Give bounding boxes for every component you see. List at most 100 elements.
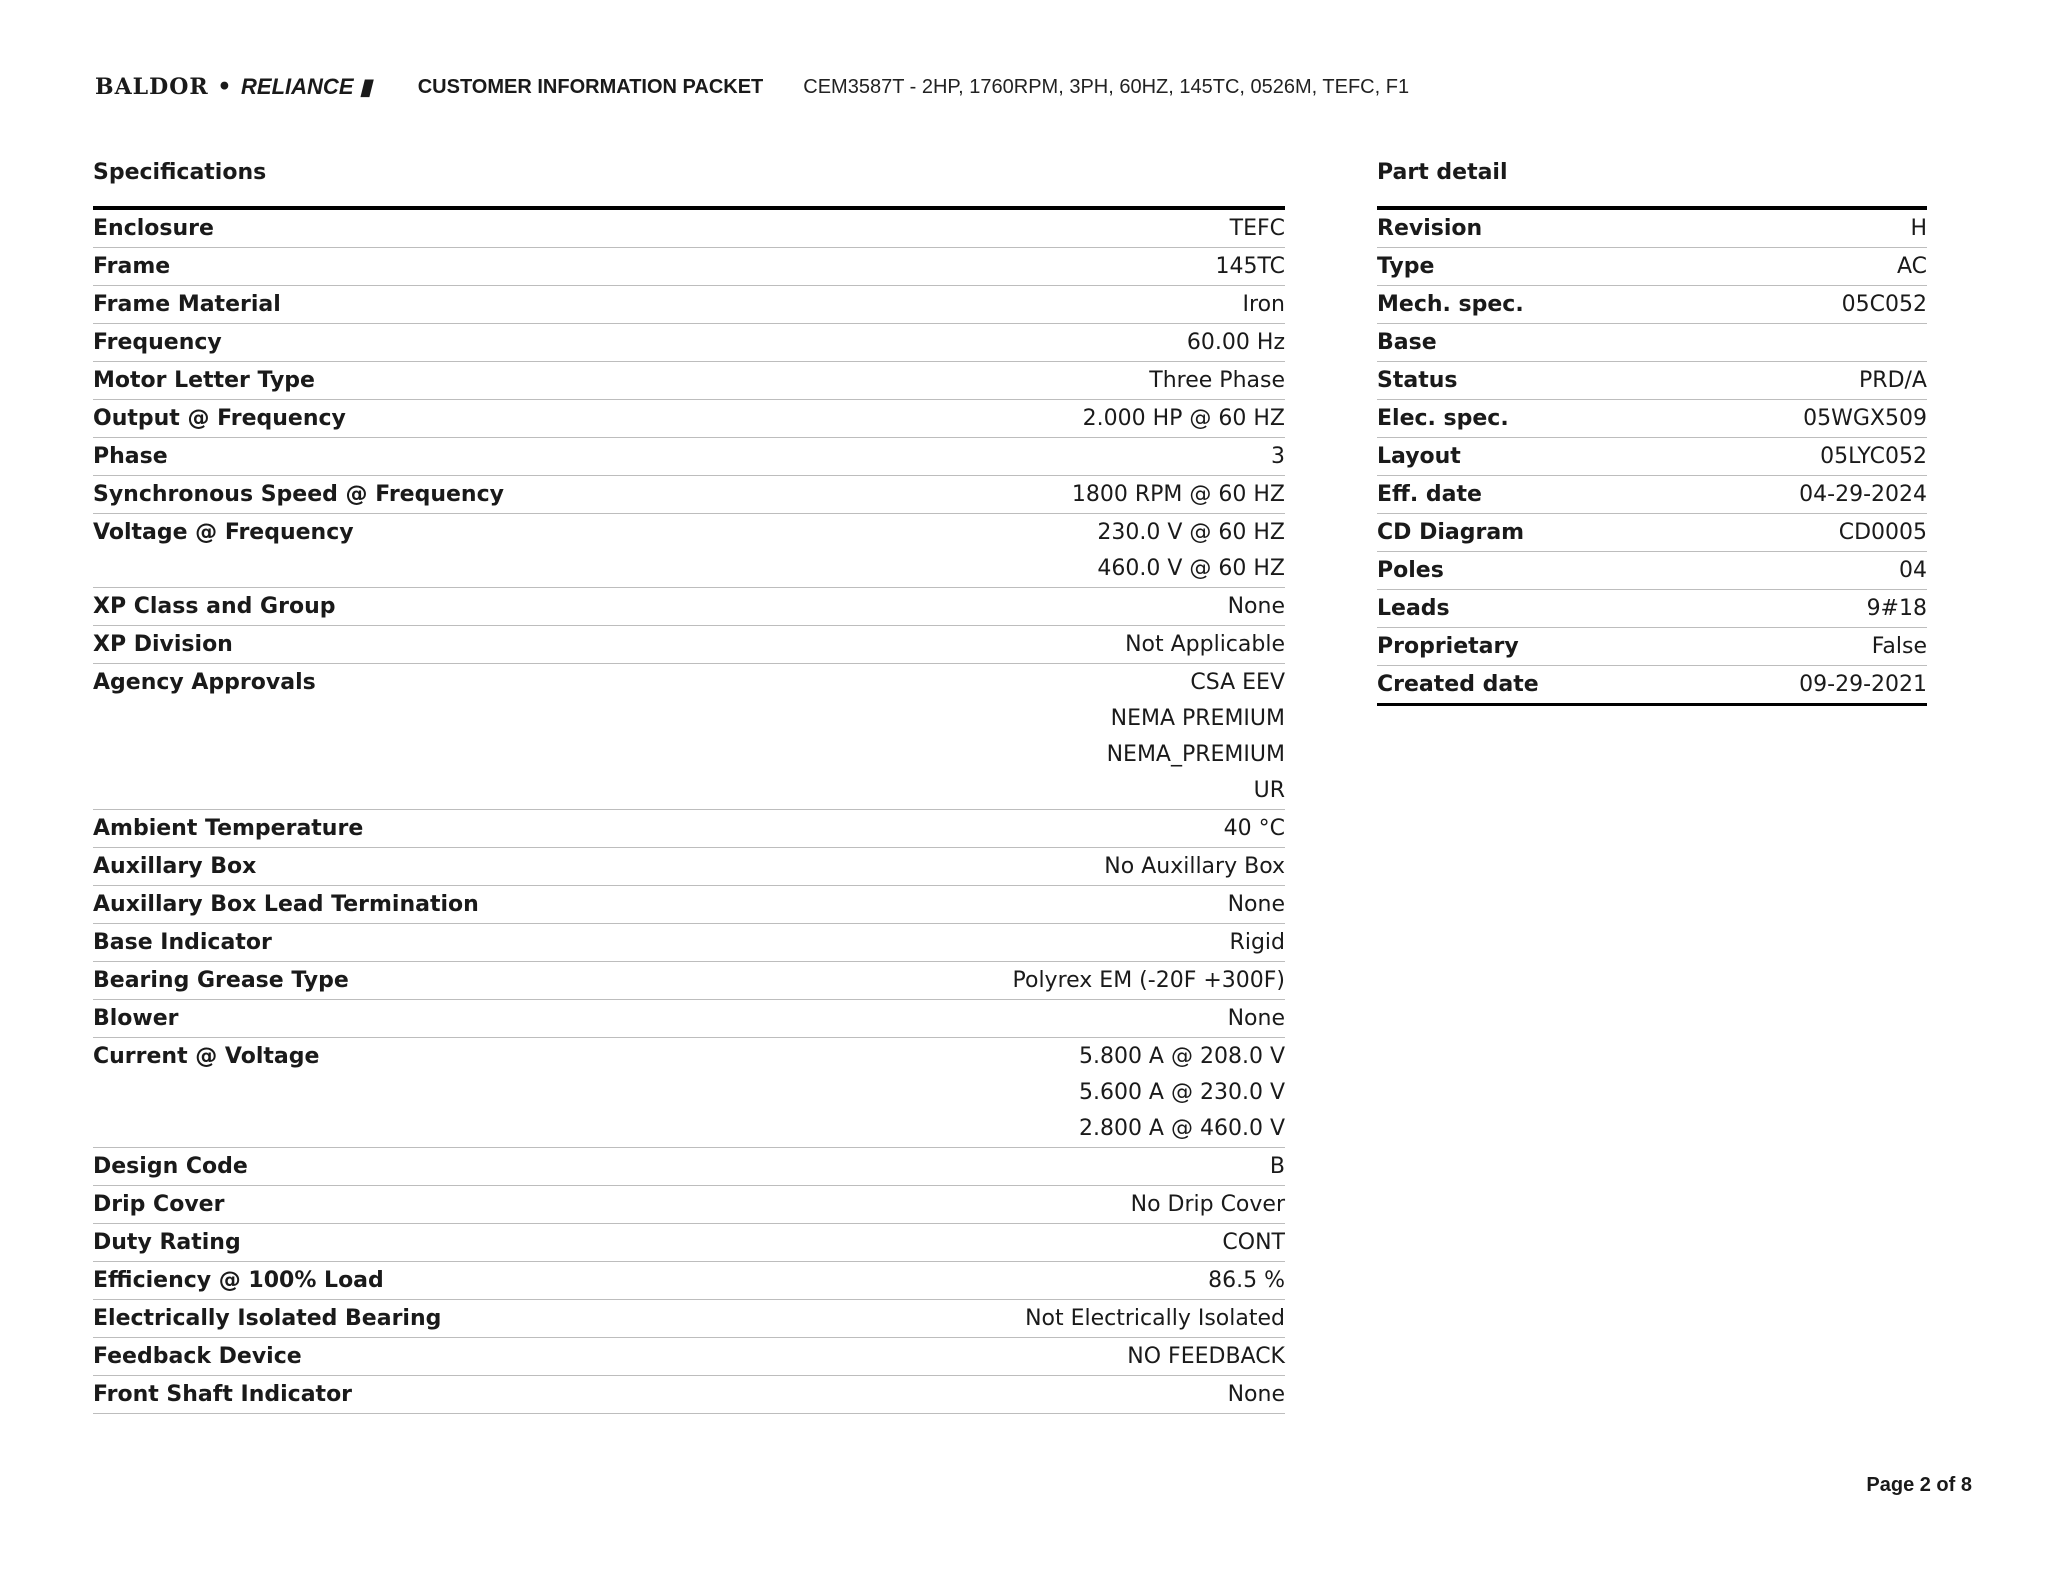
table-row: Synchronous Speed @ Frequency 1800 RPM @ … xyxy=(93,476,1285,514)
row-label: Poles xyxy=(1377,558,1444,583)
row-values: 3 xyxy=(1271,439,1285,475)
table-row: Enclosure TEFC xyxy=(93,210,1285,248)
row-value: 04-29-2024 xyxy=(1799,482,1927,507)
table-row: Ambient Temperature 40 °C xyxy=(93,810,1285,848)
table-row: Proprietary False xyxy=(1377,628,1927,666)
table-row: Voltage @ Frequency 230.0 V @ 60 HZ 460.0 … xyxy=(93,514,1285,588)
row-label: Proprietary xyxy=(1377,634,1519,659)
part-detail-section: Part detail Revision H Type AC Mech. spec. 05… xyxy=(1377,158,1927,706)
row-value: 145TC xyxy=(1215,254,1285,279)
row-label: Front Shaft Indicator xyxy=(93,1382,353,1407)
table-row: Created date 09-29-2021 xyxy=(1377,666,1927,703)
row-label: Ambient Temperature xyxy=(93,816,364,841)
table-row: Mech. spec. 05C052 xyxy=(1377,286,1927,324)
row-value: False xyxy=(1871,634,1927,659)
row-value: CSA EEV xyxy=(1190,670,1285,695)
table-row: Auxillary Box Lead Termination None xyxy=(93,886,1285,924)
table-row: Frame 145TC xyxy=(93,248,1285,286)
row-value: Not Applicable xyxy=(1125,632,1285,657)
row-values: Three Phase xyxy=(1149,363,1285,399)
row-value: 230.0 V @ 60 HZ xyxy=(1097,520,1285,545)
row-values: None xyxy=(1228,887,1285,923)
row-label: Eff. date xyxy=(1377,482,1482,507)
row-label: XP Class and Group xyxy=(93,594,336,619)
part-detail-title: Part detail xyxy=(1377,160,1508,185)
row-label: Design Code xyxy=(93,1154,248,1179)
row-label: Auxillary Box xyxy=(93,854,257,879)
row-values: No Drip Cover xyxy=(1131,1187,1285,1223)
row-value: 40 °C xyxy=(1223,816,1285,841)
table-row: Drip Cover No Drip Cover xyxy=(93,1186,1285,1224)
table-row: Base Indicator Rigid xyxy=(93,924,1285,962)
table-row: Motor Letter Type Three Phase xyxy=(93,362,1285,400)
table-row: Current @ Voltage 5.800 A @ 208.0 V 5.600 … xyxy=(93,1038,1285,1148)
table-row: Leads 9#18 xyxy=(1377,590,1927,628)
row-value: No Drip Cover xyxy=(1130,1192,1285,1217)
row-label: Bearing Grease Type xyxy=(93,968,349,993)
row-label: Agency Approvals xyxy=(93,670,316,695)
row-values: TEFC xyxy=(1230,211,1285,247)
row-label: Output @ Frequency xyxy=(93,406,346,431)
table-row: Bearing Grease Type Polyrex EM (-20F +300… xyxy=(93,962,1285,1000)
row-values: PRD/A xyxy=(1859,363,1927,399)
row-values: Not Electrically Isolated xyxy=(1025,1301,1285,1337)
row-value: None xyxy=(1227,594,1285,619)
row-label: Elec. spec. xyxy=(1377,406,1509,431)
row-values: 1800 RPM @ 60 HZ xyxy=(1072,477,1285,513)
row-values: 40 °C xyxy=(1224,811,1285,847)
row-label: Motor Letter Type xyxy=(93,368,315,393)
row-values: CSA EEV NEMA PREMIUM NEMA_PREMIUM UR xyxy=(1107,665,1285,809)
row-value: 2.800 A @ 460.0 V xyxy=(1078,1116,1285,1141)
row-value: 9#18 xyxy=(1866,596,1927,621)
row-value: 460.0 V @ 60 HZ xyxy=(1097,556,1285,581)
row-label: Mech. spec. xyxy=(1377,292,1524,317)
table-row: XP Class and Group None xyxy=(93,588,1285,626)
table-row: Layout 05LYC052 xyxy=(1377,438,1927,476)
row-values: 05WGX509 xyxy=(1803,401,1927,437)
row-label: Electrically Isolated Bearing xyxy=(93,1306,442,1331)
table-row: Type AC xyxy=(1377,248,1927,286)
row-label: Status xyxy=(1377,368,1458,393)
row-value: 60.00 Hz xyxy=(1186,330,1285,355)
row-value: 2.000 HP @ 60 HZ xyxy=(1082,406,1285,431)
row-values: 04 xyxy=(1899,553,1927,589)
row-values: 2.000 HP @ 60 HZ xyxy=(1083,401,1285,437)
row-label: Frame Material xyxy=(93,292,281,317)
row-label: Type xyxy=(1377,254,1435,279)
row-values: 09-29-2021 xyxy=(1799,667,1927,703)
row-value: 04 xyxy=(1899,558,1927,583)
row-values: None xyxy=(1228,589,1285,625)
row-value: 1800 RPM @ 60 HZ xyxy=(1071,482,1285,507)
row-value xyxy=(1920,325,1927,361)
table-row: Feedback Device NO FEEDBACK xyxy=(93,1338,1285,1376)
table-row: Agency Approvals CSA EEV NEMA PREMIUM NEMA_… xyxy=(93,664,1285,810)
row-values: 145TC xyxy=(1215,249,1285,285)
row-label: Synchronous Speed @ Frequency xyxy=(93,482,504,507)
row-value: Three Phase xyxy=(1149,368,1285,393)
row-label: Revision xyxy=(1377,216,1483,241)
row-value: PRD/A xyxy=(1859,368,1927,393)
row-value: NEMA_PREMIUM xyxy=(1106,742,1285,767)
part-detail-table: Revision H Type AC Mech. spec. 05C052 Base Sta… xyxy=(1377,206,1927,706)
row-values: False xyxy=(1872,629,1927,665)
row-label: Efficiency @ 100% Load xyxy=(93,1268,384,1293)
row-label: Phase xyxy=(93,444,168,469)
row-value: AC xyxy=(1896,254,1927,279)
row-value: 05WGX509 xyxy=(1803,406,1927,431)
table-row: Front Shaft Indicator None xyxy=(93,1376,1285,1414)
row-value: H xyxy=(1910,216,1927,241)
row-values: 60.00 Hz xyxy=(1187,325,1285,361)
row-values: AC xyxy=(1897,249,1927,285)
row-value: No Auxillary Box xyxy=(1104,854,1285,879)
row-value: None xyxy=(1227,1006,1285,1031)
row-label: Feedback Device xyxy=(93,1344,302,1369)
row-value: CONT xyxy=(1222,1230,1285,1255)
row-values: H xyxy=(1910,211,1927,247)
table-row: Blower None xyxy=(93,1000,1285,1038)
row-label: Layout xyxy=(1377,444,1461,469)
table-row: Phase 3 xyxy=(93,438,1285,476)
row-label: Auxillary Box Lead Termination xyxy=(93,892,479,917)
row-value: None xyxy=(1227,892,1285,917)
row-values: 05C052 xyxy=(1842,287,1927,323)
specifications-table: Enclosure TEFC Frame 145TC Frame Material Iro… xyxy=(93,206,1285,1414)
